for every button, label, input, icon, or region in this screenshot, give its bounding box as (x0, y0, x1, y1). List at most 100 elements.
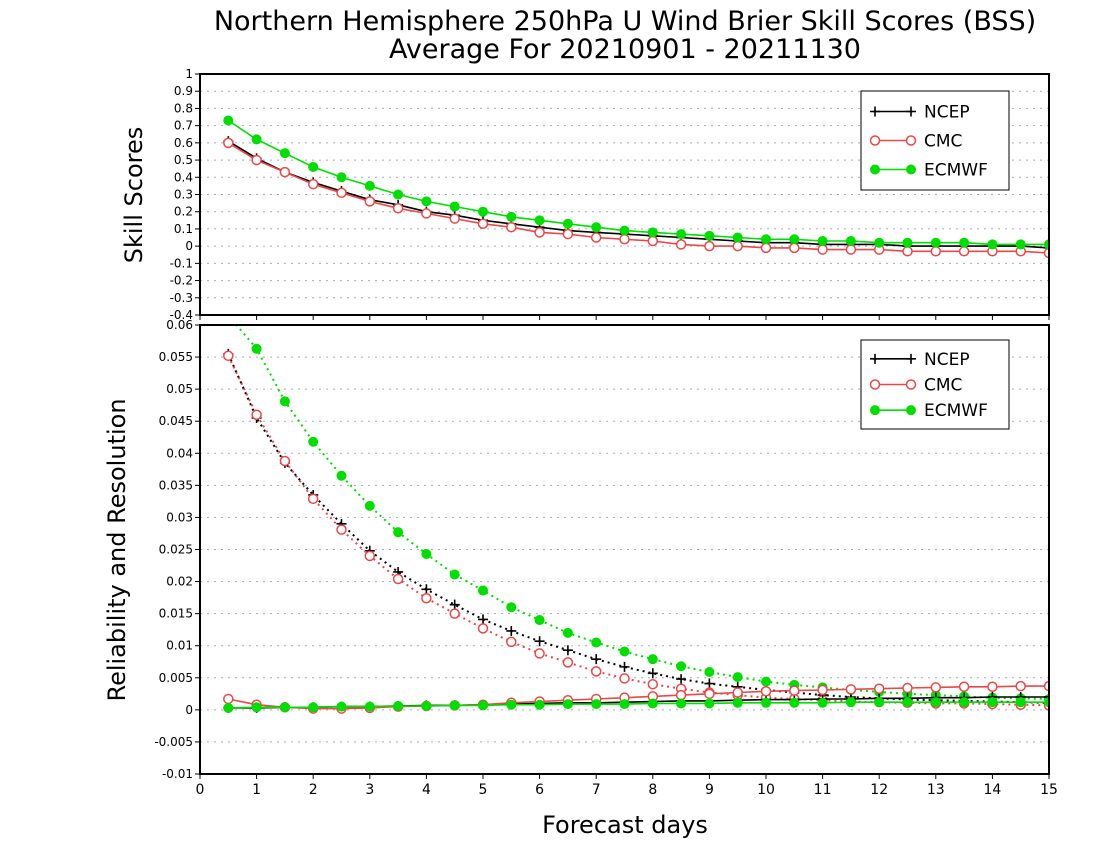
top-legend-ecmwf-marker-end (906, 164, 916, 175)
bottom-x-tick-label: 7 (592, 782, 601, 798)
bottom-y-tick-label: 0.035 (159, 478, 193, 492)
bottom-ecmwf-reliability-point (449, 700, 460, 711)
bottom-cmc-resolution-point (590, 666, 602, 677)
bottom-cmc-resolution-point (279, 455, 291, 467)
top-ecmwf-point (591, 222, 602, 233)
bottom-legend-cmc-label: CMC (924, 376, 962, 396)
bottom-cmc-reliability-point (223, 693, 234, 705)
bottom-legend-ncep-label: NCEP (924, 350, 970, 370)
bottom-ecmwf-reliability-point (1015, 697, 1026, 708)
bottom-cmc-resolution-point (251, 409, 262, 421)
bottom-ecmwf-reliability-point (393, 701, 404, 712)
bottom-ecmwf-reliability-point (987, 697, 998, 708)
bottom-y-tick-label: 0.055 (159, 350, 193, 364)
bottom-y-axis-label: Reliability and Resolution (103, 398, 131, 701)
bottom-legend-cmc-marker-end (905, 379, 917, 390)
bottom-ecmwf-reliability-point (364, 701, 375, 712)
bottom-ncep-resolution-point (619, 661, 630, 672)
bottom-x-tick-label: 0 (196, 782, 205, 798)
top-ecmwf-point (251, 134, 262, 145)
bottom-cmc-resolution-point (477, 623, 489, 634)
top-cmc-point (1043, 247, 1049, 259)
top-y-tick-label: 0.1 (174, 222, 193, 236)
bottom-cmc-reliability-point (930, 682, 942, 693)
top-ecmwf-point (676, 229, 687, 240)
top-cmc-point (307, 178, 319, 190)
bottom-cmc-resolution-point (307, 493, 319, 505)
bottom-y-tick-label: 0.03 (166, 510, 193, 524)
top-y-axis-label: Skill Scores (120, 127, 148, 264)
top-cmc-point (619, 234, 630, 245)
bottom-ecmwf-reliability-point (902, 697, 913, 708)
top-cmc-point (421, 208, 432, 219)
bottom-ecmwf-reliability-point (704, 698, 715, 709)
bottom-x-tick-label: 11 (814, 782, 832, 798)
bottom-cmc-reliability-point (760, 686, 772, 697)
top-cmc-point (477, 218, 489, 230)
bottom-ecmwf-resolution-point (279, 396, 290, 407)
bottom-x-tick-label: 6 (535, 782, 544, 798)
bottom-ecmwf-reliability-point (251, 702, 262, 713)
bottom-ecmwf-reliability-point (619, 699, 630, 710)
bottom-ecmwf-reliability-point (279, 702, 290, 713)
reliability-resolution-panel: -0.01 -0.005 0 0.005 0.01 0.015 0.02 0.025 0.03 0… (154, 318, 1058, 798)
top-y-tick-label: 0.9 (174, 84, 193, 98)
top-cmc-point (732, 240, 743, 252)
bottom-x-tick-label: 14 (983, 782, 1001, 798)
top-cmc-point (534, 227, 545, 238)
bottom-cmc-resolution-point (449, 608, 460, 619)
bottom-ecmwf-reliability-point (959, 697, 970, 708)
top-ecmwf-point (534, 215, 545, 226)
bottom-cmc-resolution-point (223, 350, 234, 362)
bottom-ecmwf-reliability-point (732, 697, 743, 708)
bottom-ecmwf-resolution-point (676, 661, 687, 672)
bottom-ecmwf-resolution-point (761, 676, 771, 687)
bottom-cmc-resolution-point (534, 648, 545, 659)
top-cmc-point (449, 213, 460, 224)
top-y-tick-label: 1 (185, 67, 193, 81)
bottom-cmc-reliability-point (987, 681, 998, 693)
bottom-ecmwf-resolution-point (478, 585, 488, 596)
bottom-ecmwf-reliability-point (308, 702, 319, 713)
bottom-y-tick-label: -0.01 (162, 767, 193, 781)
top-cmc-point (930, 246, 942, 257)
bottom-legend-ecmwf-marker-end (906, 405, 916, 416)
bottom-ecmwf-reliability-point (817, 697, 828, 708)
bottom-x-tick-label: 15 (1040, 782, 1058, 798)
bottom-ecmwf-reliability-point (647, 698, 658, 709)
bottom-ecmwf-resolution-point (591, 637, 602, 648)
bottom-cmc-resolution-point (336, 524, 347, 535)
bottom-x-tick-label: 13 (927, 782, 945, 798)
bottom-ncep-reliability-point (1044, 692, 1049, 703)
top-ecmwf-point (902, 237, 913, 248)
bottom-cmc-resolution-point (562, 657, 574, 668)
top-ecmwf-point (732, 232, 743, 243)
bottom-cmc-reliability-point (675, 689, 687, 701)
bottom-ncep-resolution-point (647, 668, 658, 679)
top-cmc-point (704, 240, 715, 252)
top-ecmwf-point (421, 196, 432, 207)
top-cmc-point (506, 221, 517, 233)
chart-subtitle: Average For 20210901 - 20211130 (389, 34, 861, 65)
bottom-ecmwf-reliability-point (845, 697, 856, 708)
bottom-cmc-resolution-point (421, 592, 432, 604)
top-ecmwf-point (619, 225, 630, 236)
top-ecmwf-point (987, 239, 998, 250)
bottom-ncep-resolution-point (591, 654, 602, 665)
bottom-y-tick-label: -0.005 (154, 735, 193, 749)
top-ecmwf-point (562, 218, 573, 229)
top-y-tick-label: -0.1 (170, 256, 193, 270)
top-legend: NCEP CMC ECMWF (860, 90, 1010, 191)
bottom-y-tick-label: 0.01 (166, 639, 193, 653)
bottom-ecmwf-resolution-point (704, 667, 715, 678)
top-y-tick-label: 0 (185, 239, 193, 253)
bottom-y-tick-label: 0.025 (159, 543, 193, 557)
top-y-tick-label: 0.7 (174, 119, 193, 133)
top-ecmwf-point (704, 230, 715, 241)
bottom-ncep-resolution-point (478, 614, 488, 625)
bottom-ecmwf-resolution-point (336, 470, 347, 481)
bottom-x-tick-label: 5 (479, 782, 488, 798)
top-y-tick-label: 0.2 (174, 205, 193, 219)
top-legend-cmc-label: CMC (924, 132, 962, 152)
top-legend-ncep-label: NCEP (924, 103, 970, 123)
